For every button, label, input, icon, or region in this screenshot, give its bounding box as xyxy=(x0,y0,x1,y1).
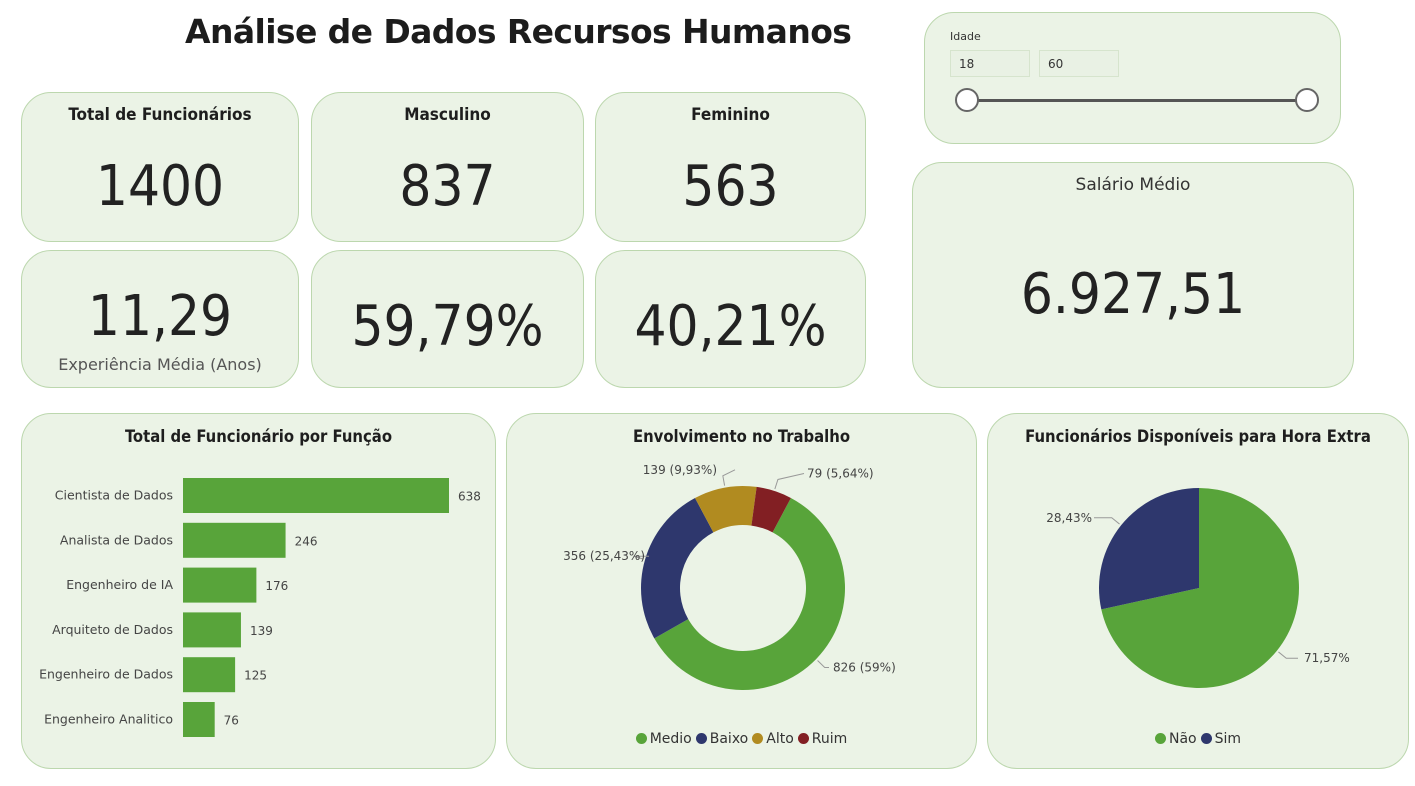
slice-ruim[interactable] xyxy=(751,486,791,533)
legend-label: Sim xyxy=(1214,731,1242,747)
kpi-experience-card: 11,29 Experiência Média (Anos) xyxy=(21,250,299,388)
overtime-pie-chart: 71,57% 28,43% xyxy=(1046,488,1350,688)
legend-dot-icon xyxy=(797,733,809,744)
role-chart-title: Total de Funcionário por Função xyxy=(124,427,393,446)
legend-label: Medio xyxy=(649,731,692,747)
legend-dot-icon xyxy=(695,733,707,744)
slice-data-label: 826 (59%) xyxy=(833,660,896,674)
slice-nao[interactable] xyxy=(1101,488,1299,688)
slice-medio[interactable] xyxy=(654,497,846,690)
bar-category-label: Engenheiro de Dados xyxy=(39,667,173,682)
age-slider-max-handle[interactable] xyxy=(1295,88,1319,112)
slice-data-label: 71,57% xyxy=(1304,651,1350,665)
bar-category-label: Engenheiro de IA xyxy=(66,577,173,592)
kpi-male-value: 837 xyxy=(399,154,496,219)
leader-line xyxy=(1278,651,1298,659)
slice-data-label: 139 (9,93%) xyxy=(643,463,717,477)
legend-item-medio[interactable]: Medio xyxy=(635,731,692,747)
bar-engenheiro-de-ia[interactable] xyxy=(183,567,257,603)
legend-item-ruim[interactable]: Ruim xyxy=(797,731,848,747)
bar-category-label: Arquiteto de Dados xyxy=(52,622,173,637)
legend-label: Ruim xyxy=(811,731,848,747)
bar-category-label: Cientista de Dados xyxy=(55,488,173,503)
kpi-female-label: Feminino xyxy=(691,105,770,125)
kpi-experience-value: 11,29 xyxy=(87,284,233,349)
leader-line xyxy=(817,660,829,668)
engagement-donut-card: Envolvimento no Trabalho 826 (59%) 356 (2… xyxy=(506,413,977,769)
age-slider-min-handle[interactable] xyxy=(955,88,979,112)
leader-line xyxy=(774,472,805,490)
legend-item-alto[interactable]: Alto xyxy=(752,731,794,747)
slice-data-label: 79 (5,64%) xyxy=(807,466,874,480)
legend-label: Alto xyxy=(766,731,794,747)
kpi-male-pct-card: 59,79% xyxy=(311,250,584,388)
legend-dot-icon xyxy=(752,733,764,744)
legend-item-sim[interactable]: Sim xyxy=(1200,731,1242,747)
legend-item-baixo[interactable]: Baixo xyxy=(695,731,749,747)
kpi-male-pct-value: 59,79% xyxy=(351,294,544,359)
age-slider-track[interactable] xyxy=(967,99,1307,102)
leader-line xyxy=(633,555,649,560)
overtime-pie-card: Funcionários Disponíveis para Hora Extra… xyxy=(987,413,1409,769)
age-slicer: Idade 18 60 xyxy=(924,12,1341,144)
age-max-input[interactable]: 60 xyxy=(1039,50,1119,77)
role-bar-chart-card: Total de Funcionário por Função Cientist… xyxy=(21,413,496,769)
page-title: Análise de Dados Recursos Humanos xyxy=(185,12,852,51)
kpi-male-card: Masculino 837 xyxy=(311,92,584,242)
legend-dot-icon xyxy=(635,733,647,744)
bar-cientista-de-dados[interactable] xyxy=(183,478,449,513)
kpi-male-label: Masculino xyxy=(404,105,491,125)
age-min-input[interactable]: 18 xyxy=(950,50,1030,77)
kpi-female-pct-value: 40,21% xyxy=(634,294,827,359)
legend-label: Baixo xyxy=(709,731,749,747)
slice-data-label: 28,43% xyxy=(1046,511,1092,525)
kpi-female-card: Feminino 563 xyxy=(595,92,866,242)
kpi-experience-label: Experiência Média (Anos) xyxy=(58,355,262,374)
slice-alto[interactable] xyxy=(695,486,757,533)
role-bar-chart: Cientista de Dados 638 Analista de Dados 24… xyxy=(39,478,481,737)
legend-label: Não xyxy=(1168,731,1197,747)
bar-value-label: 176 xyxy=(265,579,288,593)
legend-dot-icon xyxy=(1200,733,1212,744)
bar-value-label: 139 xyxy=(250,624,273,638)
bar-category-label: Analista de Dados xyxy=(60,532,173,547)
kpi-total-value: 1400 xyxy=(95,154,225,219)
kpi-total-card: Total de Funcionários 1400 xyxy=(21,92,299,242)
bar-arquiteto-de-dados[interactable] xyxy=(183,612,241,648)
engagement-donut-chart: 826 (59%) 356 (25,43%) 139 (9,93%) 79 (5,64… xyxy=(563,463,896,690)
kpi-female-pct-card: 40,21% xyxy=(595,250,866,388)
overtime-legend: Não Sim xyxy=(988,731,1408,747)
bar-value-label: 76 xyxy=(224,714,239,728)
engagement-chart-title: Envolvimento no Trabalho xyxy=(632,427,851,446)
slice-data-label: 356 (25,43%) xyxy=(563,549,645,563)
leader-line xyxy=(1094,517,1120,525)
kpi-total-label: Total de Funcionários xyxy=(68,105,252,125)
bar-value-label: 125 xyxy=(244,669,267,683)
kpi-salary-value: 6.927,51 xyxy=(1020,262,1246,327)
slice-sim[interactable] xyxy=(1099,488,1199,610)
bar-engenheiro-analitico[interactable] xyxy=(183,702,215,737)
legend-item-nao[interactable]: Não xyxy=(1154,731,1197,747)
leader-line xyxy=(722,469,736,486)
kpi-salary-label: Salário Médio xyxy=(1075,175,1191,195)
bar-value-label: 246 xyxy=(295,534,318,548)
legend-dot-icon xyxy=(1154,733,1166,744)
bar-engenheiro-de-dados[interactable] xyxy=(183,657,236,693)
kpi-female-value: 563 xyxy=(682,154,779,219)
overtime-chart-title: Funcionários Disponíveis para Hora Extra xyxy=(1025,427,1371,446)
engagement-legend: Medio Baixo Alto Ruim xyxy=(507,731,976,747)
bar-analista-de-dados[interactable] xyxy=(183,522,286,558)
age-slicer-label: Idade xyxy=(950,30,981,43)
kpi-salary-card: Salário Médio 6.927,51 xyxy=(912,162,1354,388)
slice-baixo[interactable] xyxy=(641,497,714,639)
bar-value-label: 638 xyxy=(458,490,481,504)
bar-category-label: Engenheiro Analitico xyxy=(44,712,173,727)
